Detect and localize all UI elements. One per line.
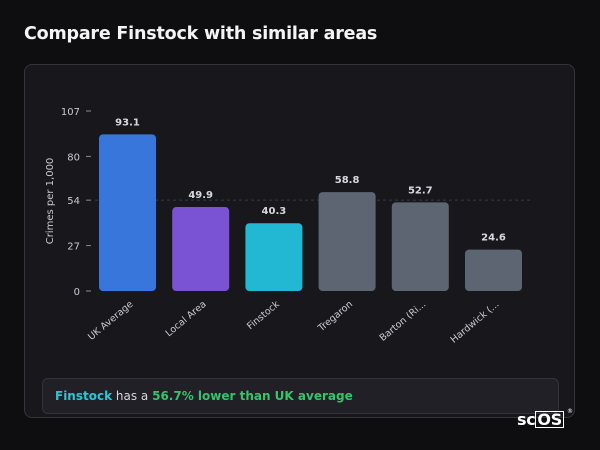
y-tick-label: 54 xyxy=(67,196,80,207)
bar-chart: Crimes per 1,000 0 27 54 80 107 93.1 UK Average… xyxy=(45,107,530,346)
bar xyxy=(245,223,303,291)
chart-card: Crimes per 1,000 0 27 54 80 107 93.1 UK Average… xyxy=(24,64,575,418)
bar xyxy=(465,249,522,291)
page-title: Compare Finstock with similar areas xyxy=(24,24,378,44)
x-category-label: UK Average xyxy=(86,299,135,343)
comparison-summary: Finstock has a 56.7% lower than UK avera… xyxy=(42,378,559,414)
scos-logo: sc OS ® xyxy=(517,408,575,430)
x-category-label: Finstock xyxy=(245,299,282,333)
y-tick-label: 0 xyxy=(74,287,80,298)
bar xyxy=(318,192,376,291)
y-tick-label: 27 xyxy=(67,242,80,253)
bar-value-label: 24.6 xyxy=(481,233,506,244)
bar-value-label: 49.9 xyxy=(188,190,213,201)
bar xyxy=(99,134,156,291)
y-tick-label: 80 xyxy=(67,152,80,163)
x-category-label: Local Area xyxy=(164,299,209,339)
bar xyxy=(172,207,230,291)
x-category-label: Barton (Ri... xyxy=(378,299,429,344)
x-category-label: Tregaron xyxy=(316,299,356,335)
y-tick-label: 107 xyxy=(61,107,80,118)
summary-text: has a xyxy=(112,389,153,403)
x-category-label: Hardwick (... xyxy=(449,299,502,346)
bar-value-label: 58.8 xyxy=(335,175,360,186)
bar xyxy=(391,202,449,291)
logo-boxed: OS xyxy=(535,410,564,429)
summary-place: Finstock xyxy=(55,389,113,403)
logo-prefix: sc xyxy=(517,410,536,429)
summary-highlight: 56.7% lower than UK average xyxy=(152,389,353,403)
bar-value-label: 40.3 xyxy=(262,206,287,217)
bar-value-label: 93.1 xyxy=(115,117,140,128)
logo-registered-mark: ® xyxy=(567,408,573,415)
bar-value-label: 52.7 xyxy=(408,185,433,196)
y-axis-label: Crimes per 1,000 xyxy=(45,158,56,245)
